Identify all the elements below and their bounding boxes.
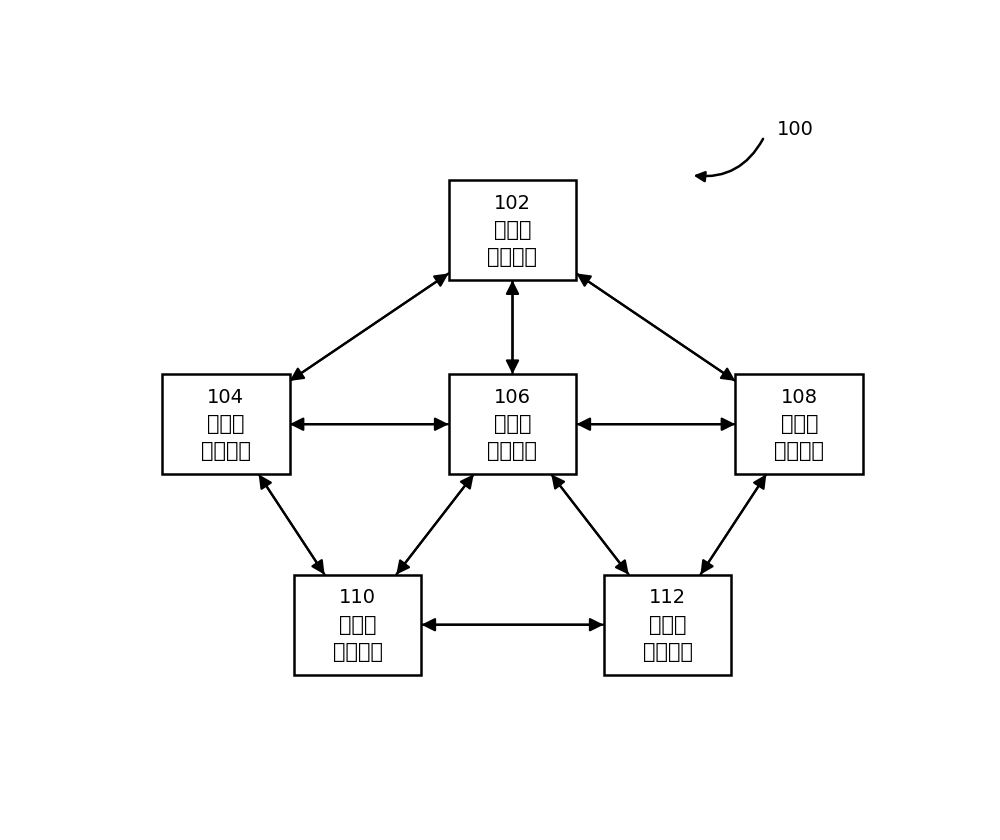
Text: 104: 104	[207, 387, 244, 407]
Text: 106: 106	[494, 387, 531, 407]
Text: 区块链: 区块链	[649, 615, 686, 635]
Text: 节点设备: 节点设备	[642, 642, 692, 662]
Text: 110: 110	[339, 588, 376, 607]
Text: 节点设备: 节点设备	[201, 441, 251, 461]
FancyBboxPatch shape	[449, 180, 576, 281]
Text: 112: 112	[649, 588, 686, 607]
FancyBboxPatch shape	[604, 575, 731, 675]
Text: 节点设备: 节点设备	[774, 441, 824, 461]
Text: 区块链: 区块链	[780, 414, 818, 434]
FancyBboxPatch shape	[162, 374, 290, 475]
Text: 节点设备: 节点设备	[332, 642, 382, 662]
FancyBboxPatch shape	[449, 374, 576, 475]
FancyBboxPatch shape	[735, 374, 863, 475]
Text: 102: 102	[494, 193, 531, 213]
Text: 100: 100	[777, 120, 814, 139]
Text: 区块链: 区块链	[494, 220, 531, 240]
Text: 区块链: 区块链	[339, 615, 376, 635]
Text: 区块链: 区块链	[494, 414, 531, 434]
Text: 节点设备: 节点设备	[488, 441, 538, 461]
Text: 区块链: 区块链	[207, 414, 244, 434]
Text: 108: 108	[781, 387, 818, 407]
FancyBboxPatch shape	[294, 575, 421, 675]
Text: 节点设备: 节点设备	[488, 247, 538, 267]
